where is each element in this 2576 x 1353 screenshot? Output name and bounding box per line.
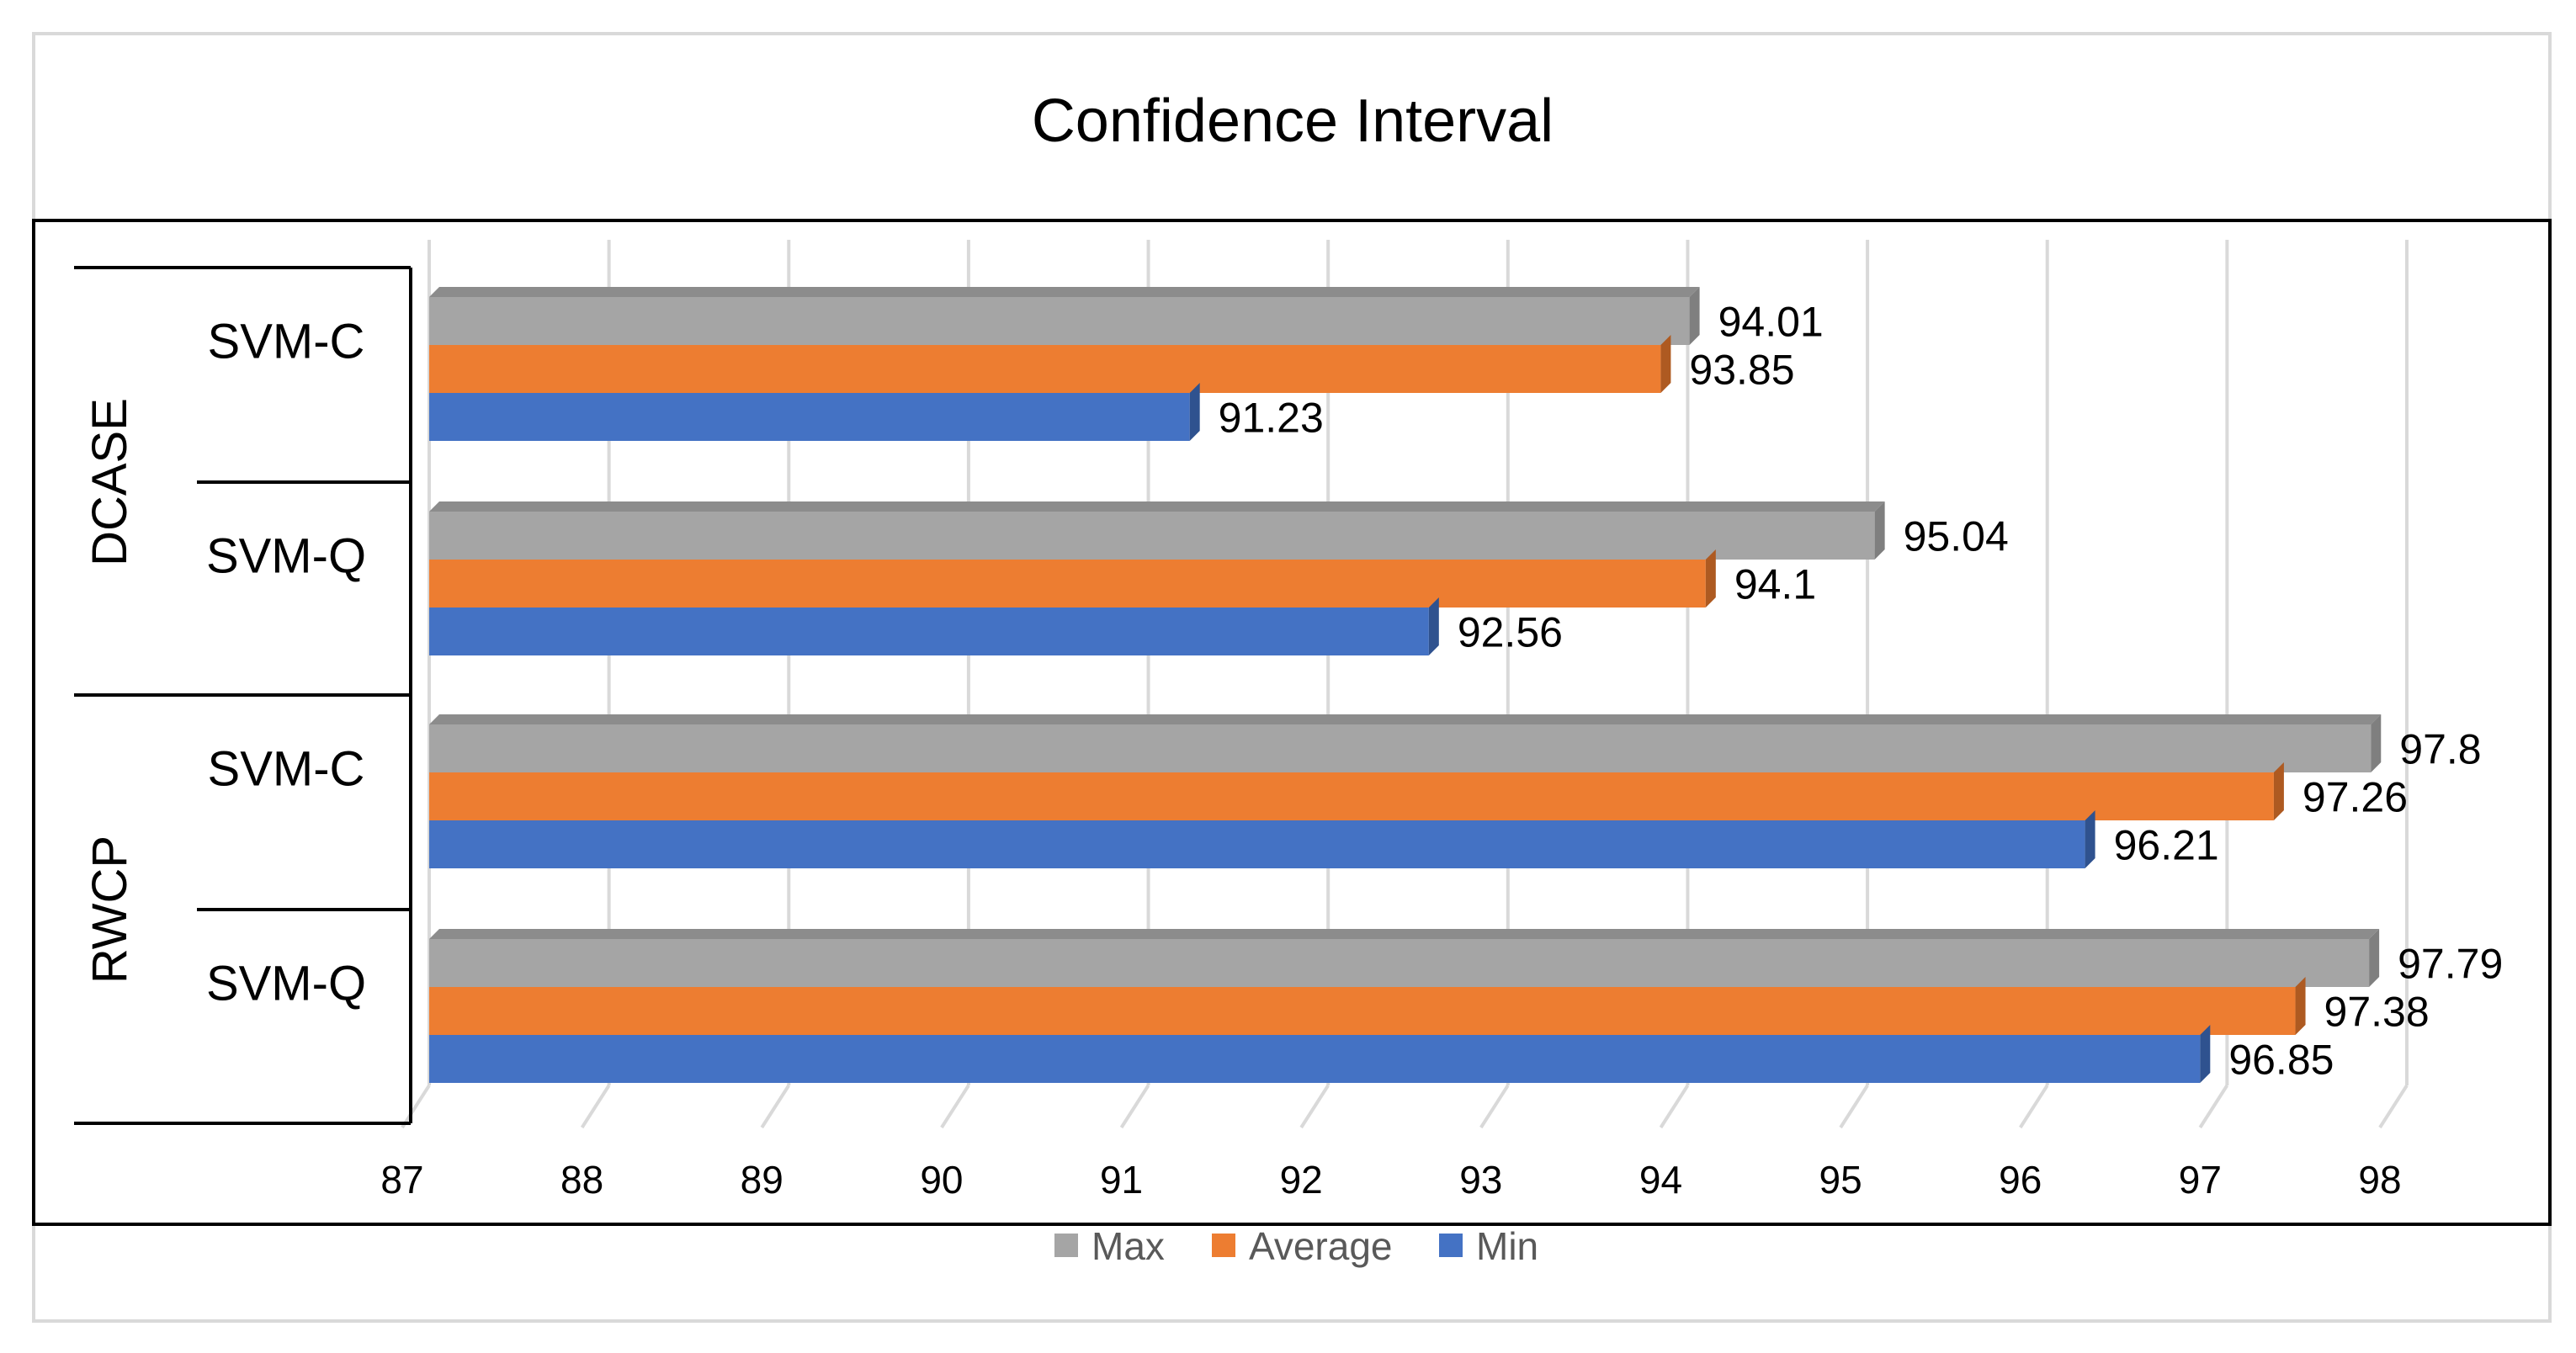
data-label: 97.38 (2324, 989, 2430, 1036)
bar-side (1705, 549, 1716, 608)
gridline-floor (1479, 1084, 1510, 1129)
group-label: DCASE (82, 398, 137, 566)
data-label: 94.1 (1734, 561, 1816, 608)
x-tick-label: 98 (2358, 1158, 2401, 1202)
x-axis-ticks: 87 88 89 90 91 92 93 94 95 96 97 98 (380, 1158, 2401, 1202)
bar-side (2200, 1025, 2211, 1083)
gridline-floor (760, 1084, 790, 1129)
x-tick-label: 87 (380, 1158, 423, 1202)
data-label: 96.21 (2114, 822, 2219, 869)
bar-side (2085, 810, 2095, 868)
bar-average (429, 345, 1661, 393)
legend-swatch (1054, 1234, 1078, 1257)
data-label: 92.56 (1458, 609, 1563, 656)
data-label: 96.85 (2228, 1037, 2334, 1084)
bar-side (1689, 287, 1700, 345)
gridline-floor (1119, 1084, 1150, 1129)
bar-side (2295, 977, 2306, 1035)
bar-average (429, 560, 1706, 608)
x-tick-label: 93 (1459, 1158, 1502, 1202)
bar-average (429, 772, 2274, 820)
x-tick-label: 88 (560, 1158, 603, 1202)
data-label: 97.79 (2398, 941, 2503, 988)
bar-top (429, 501, 1885, 512)
legend-swatch (1212, 1234, 1235, 1257)
category-label: SVM-Q (206, 957, 366, 1011)
group-label: RWCP (82, 836, 137, 984)
data-label: 94.01 (1718, 299, 1824, 346)
bar-side (2369, 929, 2380, 987)
legend-label: Min (1476, 1224, 1538, 1268)
category-label: SVM-C (208, 315, 365, 369)
gridline-floor (1299, 1084, 1330, 1129)
bar-max (429, 512, 1875, 560)
gridline-floor (2378, 1084, 2409, 1129)
x-tick-label: 92 (1280, 1158, 1323, 1202)
category-label: SVM-C (208, 742, 365, 797)
plot-frame (32, 219, 2552, 1226)
legend-label: Max (1091, 1224, 1165, 1268)
category-label: SVM-Q (206, 529, 366, 584)
bar-min (429, 393, 1190, 441)
data-label: 97.8 (2399, 726, 2481, 773)
bar-average (429, 987, 2296, 1035)
bar-side (2371, 714, 2382, 772)
bar-max (429, 297, 1690, 345)
chart-title: Confidence Interval (1032, 88, 1554, 155)
bar-min (429, 820, 2085, 868)
x-tick-label: 95 (1819, 1158, 1862, 1202)
gridline-floor (580, 1084, 611, 1129)
bars (429, 287, 2382, 1083)
data-label: 91.23 (1219, 395, 1324, 442)
legend-swatch (1439, 1234, 1463, 1257)
bar-top (429, 714, 2382, 724)
x-tick-label: 90 (920, 1158, 963, 1202)
gridline-floor (2198, 1084, 2229, 1129)
x-tick-label: 91 (1100, 1158, 1143, 1202)
gridline-floor (1659, 1084, 1690, 1129)
gridline-floor (1839, 1084, 1869, 1129)
gridline-floor (940, 1084, 970, 1129)
chart-frame (32, 32, 2552, 1323)
legend: Max Average Min (1054, 1224, 1538, 1268)
bar-side (1428, 597, 1439, 655)
bar-top (429, 287, 1700, 297)
bar-side (1189, 383, 1200, 441)
x-tick-label: 89 (741, 1158, 783, 1202)
data-label: 97.26 (2302, 774, 2408, 821)
bar-min (429, 608, 1429, 655)
gridline-floor (2019, 1084, 2049, 1129)
bar-top (429, 929, 2380, 939)
bar-max (429, 939, 2370, 987)
category-axis: DCASE RWCP SVM-C SVM-Q SVM-C SVM-Q (74, 266, 412, 1125)
data-label: 93.85 (1689, 347, 1794, 394)
x-tick-label: 94 (1639, 1158, 1682, 1202)
bar-min (429, 1035, 2201, 1083)
bar-side (1874, 501, 1885, 560)
bar-side (1660, 335, 1671, 393)
data-label: 95.04 (1904, 513, 2009, 560)
bar-max (429, 724, 2372, 772)
x-tick-label: 97 (2179, 1158, 2222, 1202)
bar-side (2273, 762, 2284, 820)
x-tick-label: 96 (1999, 1158, 2042, 1202)
legend-label: Average (1249, 1224, 1393, 1268)
gridline-floor (401, 1084, 431, 1129)
